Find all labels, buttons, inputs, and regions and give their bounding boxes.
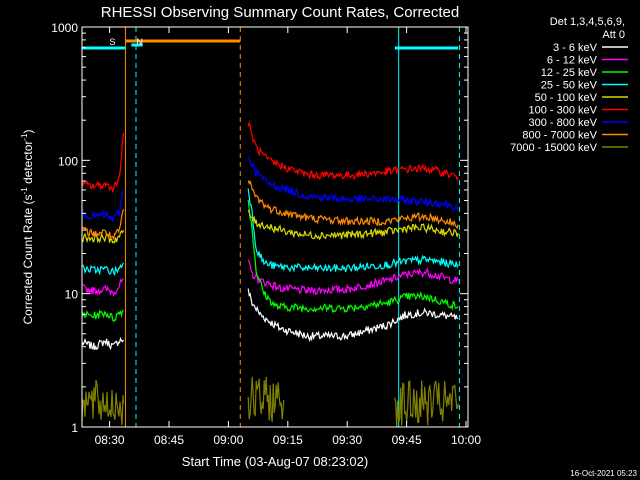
legend-entry-label-6: 300 - 800 keV: [529, 117, 598, 129]
series-line-4-0: [81, 229, 125, 244]
legend-entry-label-1: 6 - 12 keV: [547, 55, 598, 67]
axes: 08:30 08:45 09:00 09:15 09:30 09:45 10:00 1 10 10…: [51, 21, 481, 447]
series-line-4-1: [247, 209, 459, 241]
y-axis-label-end: ): [21, 129, 35, 133]
x-tick-label-0: 08:30: [95, 433, 125, 447]
legend-entry-label-3: 25 - 50 keV: [541, 80, 598, 92]
plot-frame: [81, 26, 469, 428]
x-tick-label-4: 09:30: [332, 433, 362, 447]
x-tick-label-6: 10:00: [451, 433, 481, 447]
legend-entry-label-0: 3 - 6 keV: [553, 42, 598, 54]
series-line-6-1: [247, 156, 459, 212]
series-line-0-1: [247, 288, 459, 343]
series-line-8-0: [81, 380, 125, 426]
series-line-7-0: [82, 209, 125, 240]
interval-label-0: S: [109, 37, 115, 47]
series-line-6-0: [81, 189, 125, 222]
footer-date: 16-Oct-2021 05:23: [570, 469, 637, 478]
y-axis-label-sup2: -1: [20, 133, 29, 141]
series-line-1-0: [81, 278, 124, 298]
y-axis-label: Corrected Count Rate (s-1 detector-1): [20, 129, 35, 324]
y-axis-label-main: Corrected Count Rate (s: [21, 194, 35, 324]
x-tick-label-1: 08:45: [154, 433, 184, 447]
x-axis-label: Start Time (03-Aug-07 08:23:02): [182, 454, 368, 469]
series-line-7-1: [247, 179, 459, 230]
y-tick-label-3: 1000: [51, 21, 78, 35]
legend-title: Det 1,3,4,5,6,9,: [550, 16, 625, 28]
interval-label-1: N: [136, 37, 143, 47]
y-tick-label-1: 10: [65, 288, 79, 302]
series-line-3-0: [81, 262, 125, 277]
x-tick-label-5: 09:45: [392, 433, 422, 447]
series-line-0-0: [81, 336, 125, 351]
series-line-2-1: [247, 199, 459, 314]
x-tick-label-2: 09:00: [213, 433, 243, 447]
y-tick-label-0: 1: [71, 421, 78, 435]
legend-entry-label-2: 12 - 25 keV: [541, 67, 598, 79]
series-line-5-1: [247, 120, 459, 182]
legend-entry-label-4: 50 - 100 keV: [535, 92, 598, 104]
legend-entry-label-8: 7000 - 15000 keV: [510, 142, 598, 154]
legend-subtitle: Att 0: [602, 29, 625, 41]
y-tick-label-2: 100: [58, 154, 78, 168]
legend-entry-label-5: 100 - 300 keV: [529, 105, 598, 117]
series-line-8-2: [394, 379, 459, 427]
series-line-3-1: [247, 188, 459, 273]
series-line-2-0: [81, 309, 124, 323]
y-axis-label-mid: detector: [21, 141, 35, 188]
series-line-5-0: [81, 133, 125, 194]
chart-title: RHESSI Observing Summary Count Rates, Co…: [101, 4, 459, 21]
series-line-8-1: [247, 376, 285, 422]
series-line-1-1: [247, 259, 459, 296]
x-tick-label-3: 09:15: [273, 433, 303, 447]
y-axis-label-sup1: -1: [20, 187, 29, 195]
legend-entry-label-7: 800 - 7000 keV: [522, 130, 597, 142]
